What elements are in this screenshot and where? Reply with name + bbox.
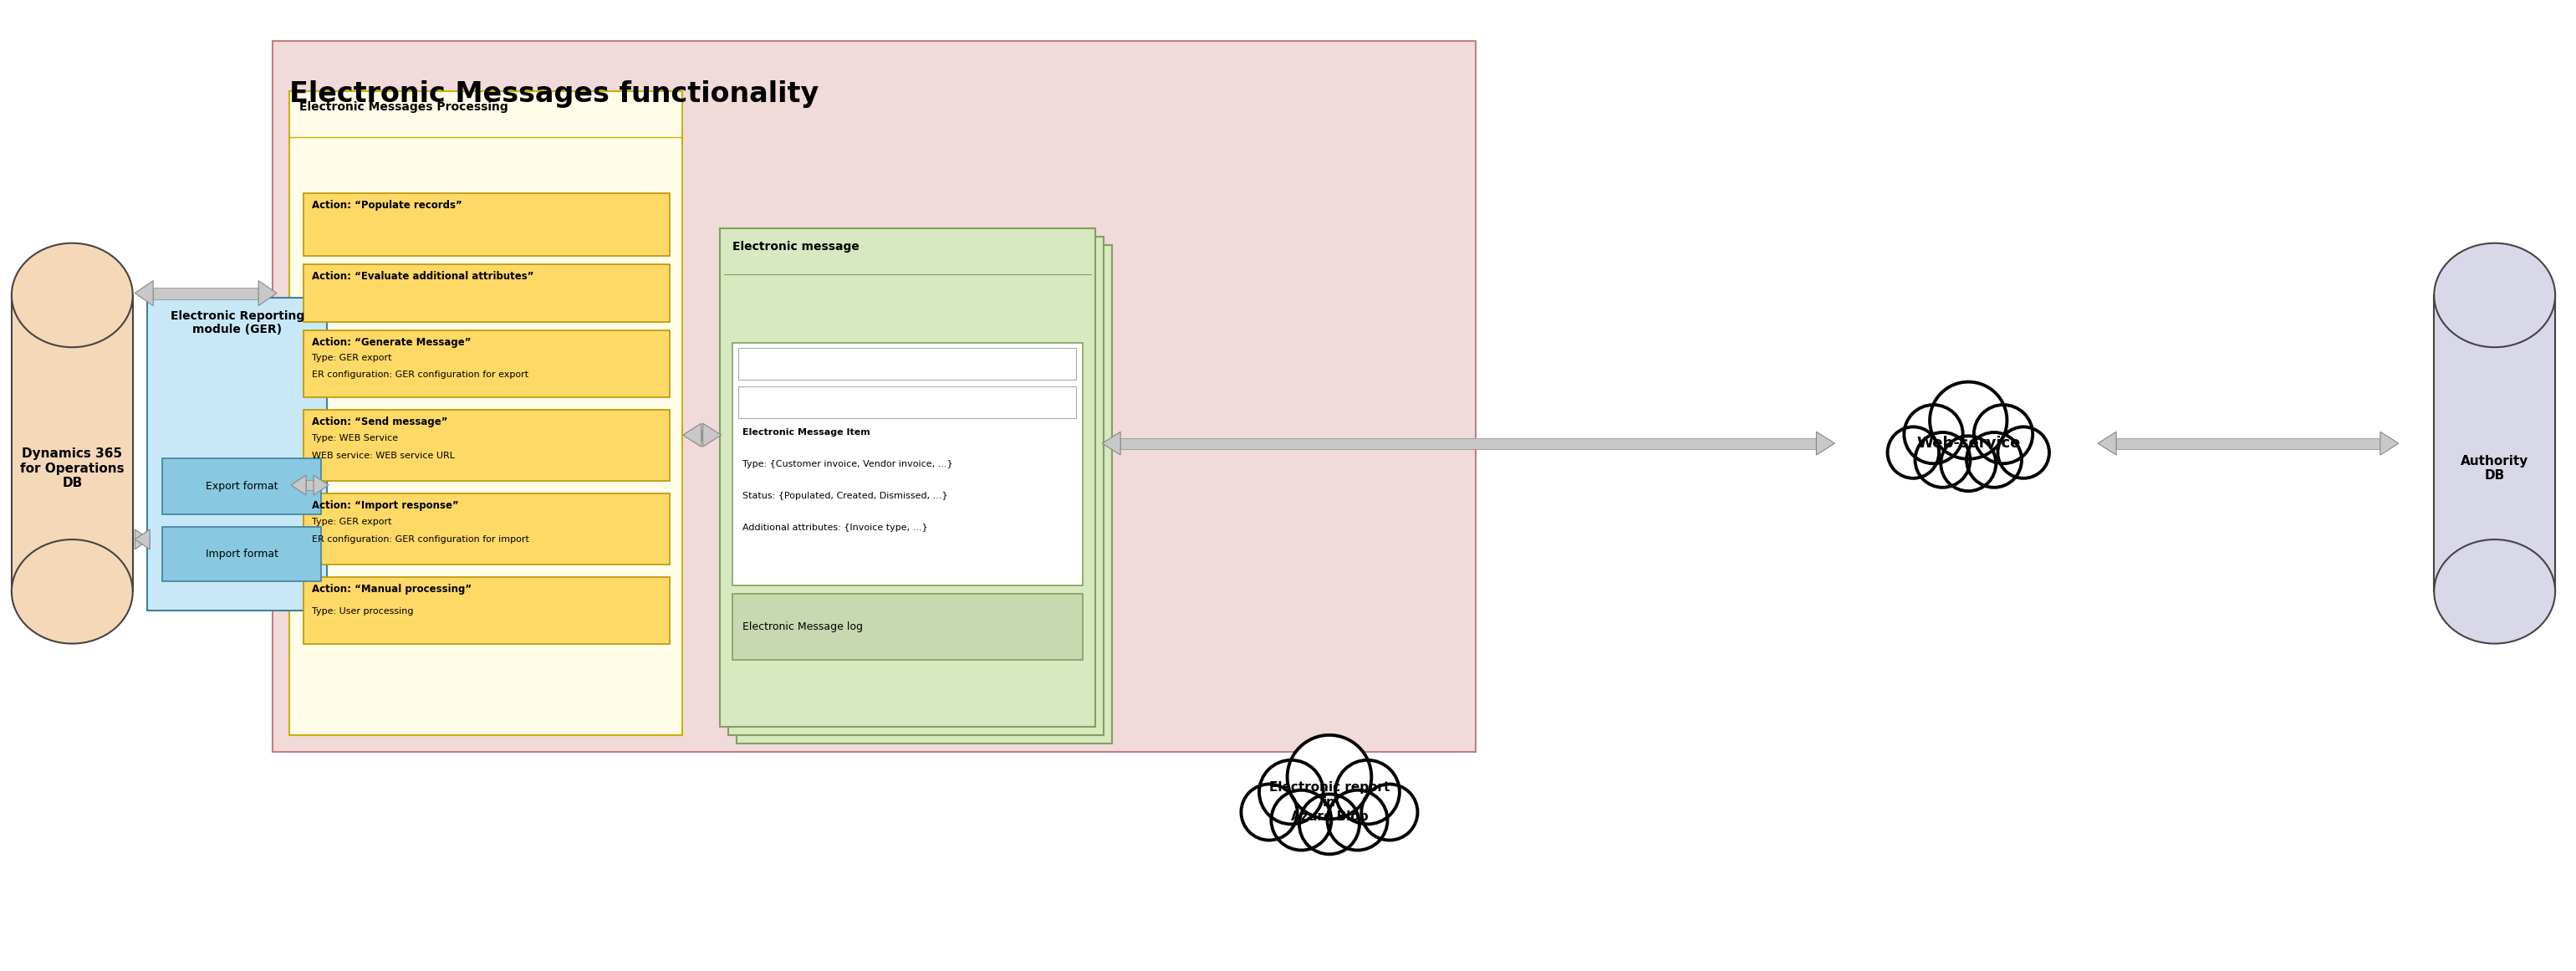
FancyBboxPatch shape bbox=[134, 534, 149, 545]
FancyBboxPatch shape bbox=[289, 91, 683, 735]
Circle shape bbox=[1929, 382, 2007, 459]
FancyBboxPatch shape bbox=[304, 331, 670, 397]
FancyBboxPatch shape bbox=[147, 297, 327, 610]
Text: Web-service: Web-service bbox=[1917, 436, 2020, 451]
FancyBboxPatch shape bbox=[273, 41, 1476, 753]
FancyBboxPatch shape bbox=[732, 343, 1082, 586]
Polygon shape bbox=[134, 529, 149, 550]
Circle shape bbox=[1363, 785, 1417, 840]
Circle shape bbox=[1888, 427, 1940, 479]
Circle shape bbox=[1914, 432, 1971, 487]
FancyBboxPatch shape bbox=[304, 577, 670, 644]
Text: Additional attributes: {Invoice type, ...}: Additional attributes: {Invoice type, ..… bbox=[742, 523, 927, 532]
Text: Electronic Messages Processing: Electronic Messages Processing bbox=[299, 101, 507, 113]
Text: Electronic Message Item: Electronic Message Item bbox=[742, 428, 871, 437]
Circle shape bbox=[1270, 790, 1332, 851]
Polygon shape bbox=[314, 475, 330, 495]
FancyBboxPatch shape bbox=[304, 410, 670, 481]
FancyBboxPatch shape bbox=[732, 593, 1082, 660]
Circle shape bbox=[1260, 760, 1324, 824]
Ellipse shape bbox=[2434, 540, 2555, 644]
FancyBboxPatch shape bbox=[1121, 438, 1816, 449]
Polygon shape bbox=[2380, 432, 2398, 455]
Circle shape bbox=[1288, 735, 1370, 820]
Polygon shape bbox=[258, 281, 276, 306]
FancyBboxPatch shape bbox=[304, 264, 670, 322]
Text: Dynamics 365
for Operations
DB: Dynamics 365 for Operations DB bbox=[21, 448, 124, 489]
Ellipse shape bbox=[2434, 243, 2555, 348]
FancyBboxPatch shape bbox=[729, 237, 1103, 735]
Circle shape bbox=[1940, 436, 1996, 491]
Text: Type: User processing: Type: User processing bbox=[312, 607, 415, 616]
FancyBboxPatch shape bbox=[307, 480, 314, 490]
Polygon shape bbox=[683, 423, 701, 447]
Text: ER configuration: GER configuration for export: ER configuration: GER configuration for … bbox=[312, 371, 528, 379]
Circle shape bbox=[1965, 432, 2022, 487]
FancyBboxPatch shape bbox=[2434, 295, 2555, 591]
FancyBboxPatch shape bbox=[152, 287, 258, 299]
Circle shape bbox=[1242, 785, 1298, 840]
Text: Action: “Import response”: Action: “Import response” bbox=[312, 500, 459, 511]
Text: Action: “Generate Message”: Action: “Generate Message” bbox=[312, 337, 471, 349]
Text: Action: “Evaluate additional attributes”: Action: “Evaluate additional attributes” bbox=[312, 271, 533, 282]
FancyBboxPatch shape bbox=[162, 527, 322, 581]
Circle shape bbox=[1298, 794, 1360, 854]
Text: Electronic report
in
Azure Blob: Electronic report in Azure Blob bbox=[1270, 782, 1388, 823]
Text: Electronic Message log: Electronic Message log bbox=[742, 621, 863, 632]
FancyBboxPatch shape bbox=[13, 295, 134, 591]
Text: Electronic message: Electronic message bbox=[732, 241, 858, 252]
Ellipse shape bbox=[13, 540, 134, 644]
Polygon shape bbox=[134, 281, 152, 306]
Text: Status: {Populated, Created, Dismissed, ...}: Status: {Populated, Created, Dismissed, … bbox=[742, 491, 948, 500]
Text: Authority
DB: Authority DB bbox=[2460, 454, 2530, 482]
Polygon shape bbox=[291, 475, 307, 495]
FancyBboxPatch shape bbox=[737, 386, 1077, 419]
Text: Type: GER export: Type: GER export bbox=[312, 518, 392, 526]
Polygon shape bbox=[703, 423, 721, 447]
Text: Export format: Export format bbox=[206, 481, 278, 491]
Circle shape bbox=[1334, 760, 1399, 824]
Polygon shape bbox=[1103, 432, 1121, 455]
Polygon shape bbox=[2097, 432, 2117, 455]
FancyBboxPatch shape bbox=[2117, 438, 2380, 449]
Text: Import format: Import format bbox=[206, 549, 278, 559]
FancyBboxPatch shape bbox=[719, 228, 1095, 727]
Ellipse shape bbox=[13, 243, 134, 348]
Text: WEB service: WEB service URL: WEB service: WEB service URL bbox=[312, 452, 456, 460]
Circle shape bbox=[1327, 790, 1388, 851]
FancyBboxPatch shape bbox=[737, 245, 1113, 744]
FancyBboxPatch shape bbox=[737, 349, 1077, 380]
Polygon shape bbox=[1816, 432, 1834, 455]
Text: Action: “Send message”: Action: “Send message” bbox=[312, 417, 448, 427]
FancyBboxPatch shape bbox=[162, 458, 322, 515]
FancyBboxPatch shape bbox=[304, 493, 670, 564]
Text: Electronic Messages functionality: Electronic Messages functionality bbox=[289, 81, 819, 108]
Circle shape bbox=[1973, 405, 2032, 463]
Text: Type: {Customer invoice, Vendor invoice, ...}: Type: {Customer invoice, Vendor invoice,… bbox=[742, 460, 953, 468]
Circle shape bbox=[1904, 405, 1963, 463]
Circle shape bbox=[1999, 427, 2050, 479]
Text: Type: WEB Service: Type: WEB Service bbox=[312, 434, 399, 443]
Polygon shape bbox=[134, 529, 149, 550]
Text: Electronic Reporting
module (GER): Electronic Reporting module (GER) bbox=[170, 310, 304, 335]
FancyBboxPatch shape bbox=[304, 193, 670, 255]
Text: Type: GER export: Type: GER export bbox=[312, 354, 392, 362]
Text: ER configuration: GER configuration for import: ER configuration: GER configuration for … bbox=[312, 535, 528, 544]
Text: Action: “Populate records”: Action: “Populate records” bbox=[312, 200, 461, 211]
Text: Action: “Manual processing”: Action: “Manual processing” bbox=[312, 584, 471, 594]
